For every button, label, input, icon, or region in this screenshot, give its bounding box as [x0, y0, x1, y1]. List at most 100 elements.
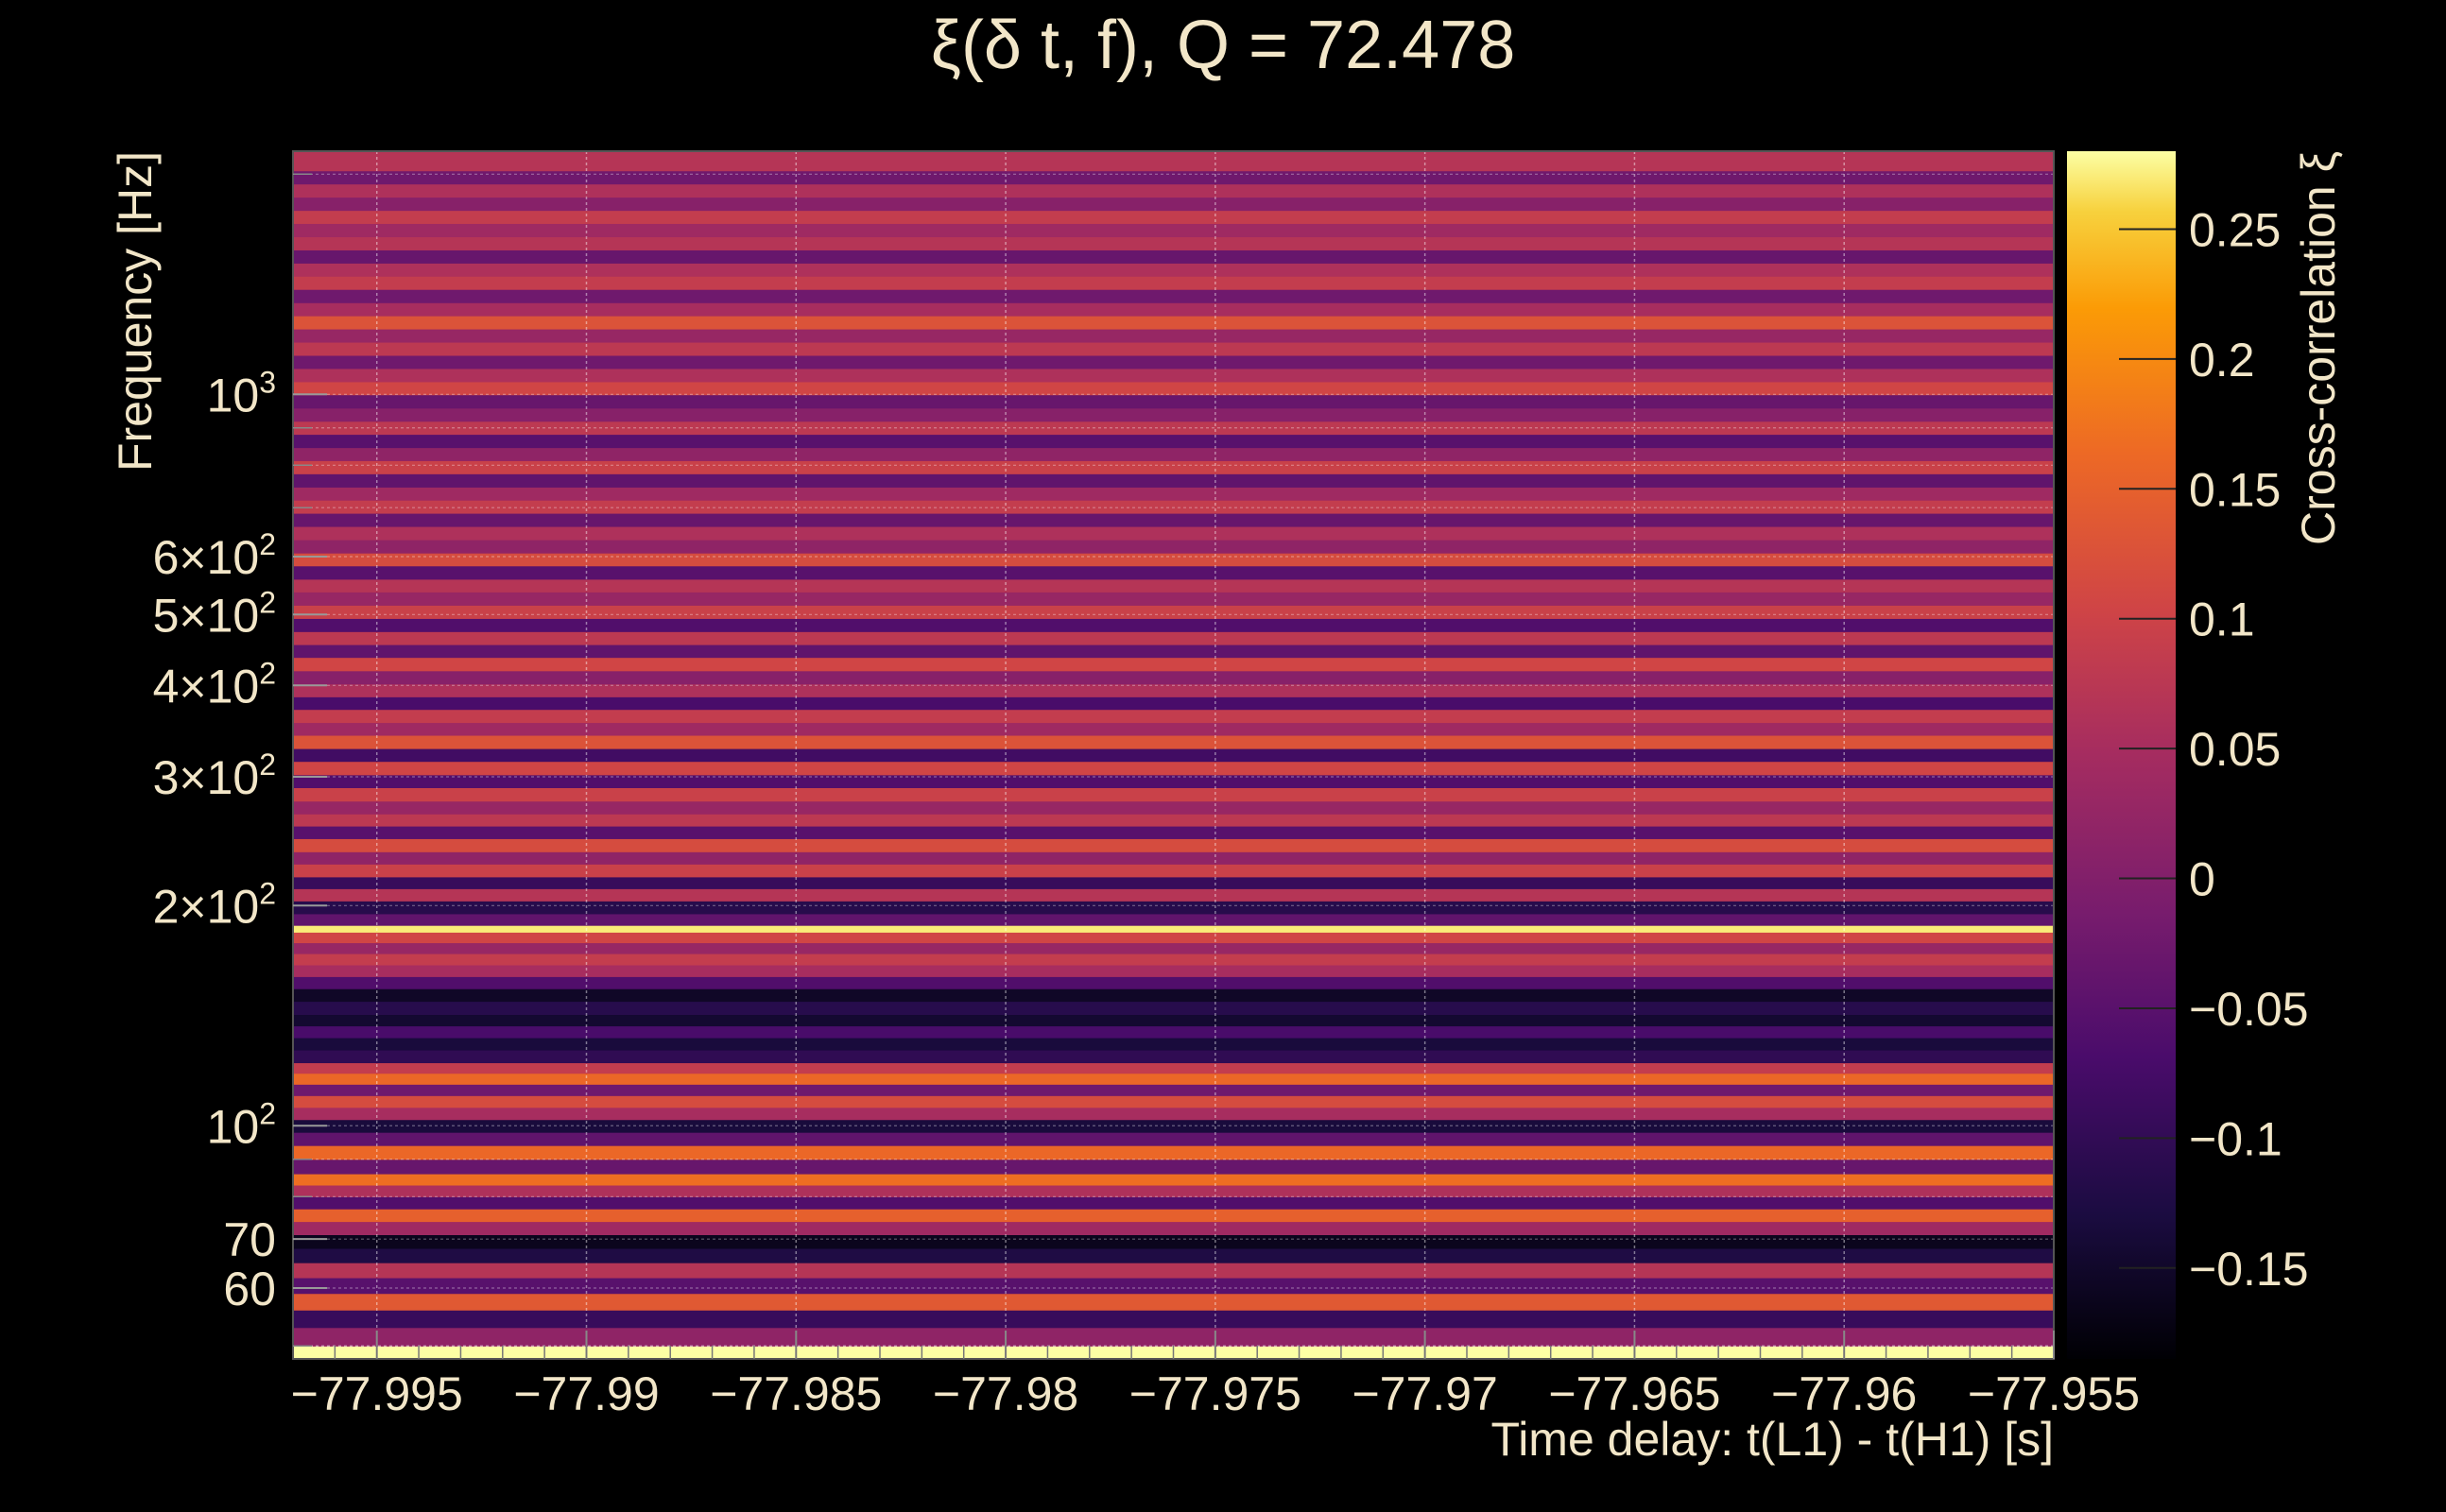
- heatmap-band: [293, 1293, 2054, 1311]
- heatmap-band: [293, 1037, 2054, 1051]
- heatmap-band: [293, 913, 2054, 926]
- colorbar-ticks: 0.25 0.2 0.15 0.1 0.05 0 −0.05 −0.1 −0.15: [2119, 203, 2309, 1296]
- heatmap-band: [293, 932, 2054, 944]
- heatmap-band: [293, 249, 2054, 264]
- heatmap-band: [293, 618, 2054, 632]
- heatmap-band: [293, 605, 2054, 619]
- heatmap-band: [293, 942, 2054, 954]
- colorbar: [2067, 151, 2176, 1359]
- heatmap-band: [293, 787, 2054, 802]
- heatmap-band: [293, 1173, 2054, 1186]
- heatmap-band: [293, 592, 2054, 606]
- colorbar-tick-label: 0.15: [2189, 463, 2281, 516]
- heatmap-band: [293, 151, 2054, 172]
- heatmap-band: [293, 1277, 2054, 1295]
- heatmap-band: [293, 500, 2054, 514]
- heatmap-band: [293, 1221, 2054, 1236]
- heatmap-band: [293, 1014, 2054, 1027]
- heatmap-band: [293, 800, 2054, 815]
- x-tick-label: −77.96: [1771, 1367, 1917, 1420]
- heatmap-band: [293, 1184, 2054, 1197]
- heatmap-band: [293, 838, 2054, 852]
- heatmap-band: [293, 197, 2054, 212]
- x-tick-label: −77.975: [1129, 1367, 1301, 1420]
- heatmap-band: [293, 1234, 2054, 1249]
- heatmap-band: [293, 394, 2054, 409]
- heatmap-band: [293, 421, 2054, 436]
- heatmap-band: [293, 223, 2054, 238]
- y-tick-label: 6×102: [153, 527, 276, 584]
- heatmap-band: [293, 1062, 2054, 1074]
- plot-area: [293, 151, 2054, 1359]
- y-tick-label: 5×102: [153, 585, 276, 642]
- heatmap-band: [293, 447, 2054, 461]
- heatmap-band: [293, 683, 2054, 697]
- colorbar-tick-label: 0.05: [2189, 723, 2281, 776]
- heatmap-band: [293, 1095, 2054, 1108]
- x-tick-label: −77.99: [513, 1367, 659, 1420]
- x-tick-label: −77.965: [1548, 1367, 1720, 1420]
- y-tick-label: 103: [207, 365, 276, 421]
- heatmap-band: [293, 368, 2054, 383]
- heatmap-band: [293, 901, 2054, 915]
- heatmap-band: [293, 814, 2054, 827]
- y-tick-label: 3×102: [153, 747, 276, 804]
- y-tick-label: 60: [223, 1263, 276, 1315]
- heatmap-band: [293, 826, 2054, 839]
- colorbar-tick-label: 0.2: [2189, 334, 2255, 387]
- heatmap-band: [293, 696, 2054, 711]
- heatmap-band: [293, 263, 2054, 277]
- heatmap-band: [293, 1132, 2054, 1146]
- heatmap-band: [293, 761, 2054, 776]
- heatmap-band: [293, 876, 2054, 889]
- x-tick-label: −77.955: [1968, 1367, 2140, 1420]
- heatmap-band: [293, 1001, 2054, 1016]
- heatmap-band: [293, 578, 2054, 593]
- colorbar-label: Cross-correlation ξ: [2292, 151, 2345, 545]
- heatmap-band: [293, 851, 2054, 865]
- heatmap-band: [293, 236, 2054, 250]
- heatmap-band: [293, 540, 2054, 554]
- heatmap-band: [293, 553, 2054, 567]
- heatmap-band: [293, 964, 2054, 977]
- heatmap-band: [293, 1310, 2054, 1329]
- y-tick-label: 102: [207, 1096, 276, 1153]
- heatmap-band: [293, 631, 2054, 645]
- heatmap-bands: [293, 151, 2054, 1359]
- heatmap-band: [293, 1145, 2054, 1160]
- heatmap-band: [293, 953, 2054, 966]
- heatmap-band: [293, 1159, 2054, 1175]
- heatmap-band: [293, 302, 2054, 317]
- heatmap-band: [293, 513, 2054, 527]
- heatmap-band: [293, 525, 2054, 541]
- heatmap-band: [293, 341, 2054, 356]
- heatmap-band: [293, 381, 2054, 396]
- heatmap-band: [293, 1247, 2054, 1263]
- heatmap-band: [293, 748, 2054, 763]
- heatmap-band: [293, 976, 2054, 989]
- heatmap-band: [293, 709, 2054, 724]
- colorbar-tick-label: −0.15: [2189, 1243, 2309, 1296]
- heatmap-band: [293, 487, 2054, 501]
- heatmap-band: [293, 1084, 2054, 1096]
- x-tick-label: −77.97: [1352, 1367, 1497, 1420]
- heatmap-band: [293, 210, 2054, 224]
- y-tick-label: 70: [223, 1213, 276, 1266]
- y-tick-label: 4×102: [153, 656, 276, 713]
- heatmap-band: [293, 988, 2054, 1003]
- heatmap-band: [293, 407, 2054, 422]
- heatmap-band: [293, 460, 2054, 474]
- heatmap-band: [293, 670, 2054, 685]
- heatmap-band: [293, 565, 2054, 580]
- heatmap-band: [293, 316, 2054, 330]
- y-tick-label: 2×102: [153, 876, 276, 933]
- heatmap-band: [293, 1209, 2054, 1223]
- heatmap-band: [293, 774, 2054, 788]
- x-axis-ticks: −77.995 −77.99 −77.985 −77.98 −77.975 −77.97−…: [291, 1331, 2140, 1420]
- heatmap-band: [293, 888, 2054, 902]
- heatmap-band: [293, 1327, 2054, 1347]
- colorbar-tick-label: 0.25: [2189, 203, 2281, 256]
- heatmap-band: [293, 1049, 2054, 1064]
- heatmap-band: [293, 644, 2054, 659]
